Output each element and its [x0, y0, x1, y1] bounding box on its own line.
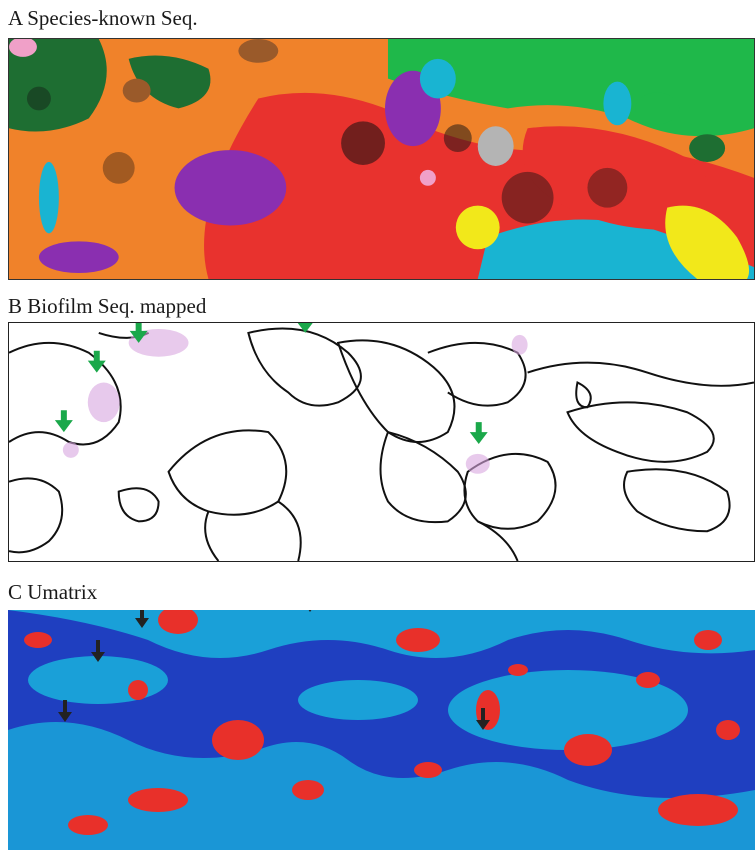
panel-b-biofilm-map — [8, 322, 755, 562]
panel-label-c: C Umatrix — [8, 580, 98, 604]
panel-label-b: B Biofilm Seq. mapped — [8, 294, 207, 318]
panel-label-a: A Species-known Seq. — [8, 6, 198, 30]
panel-c-umatrix — [8, 610, 755, 850]
panel-a-species-map — [8, 38, 755, 280]
green-arrow-icons — [54, 323, 488, 444]
umatrix-image — [8, 610, 755, 850]
species-map-image — [9, 39, 754, 279]
biofilm-contour-image — [9, 323, 754, 561]
dark-arrow-icons — [58, 610, 490, 730]
